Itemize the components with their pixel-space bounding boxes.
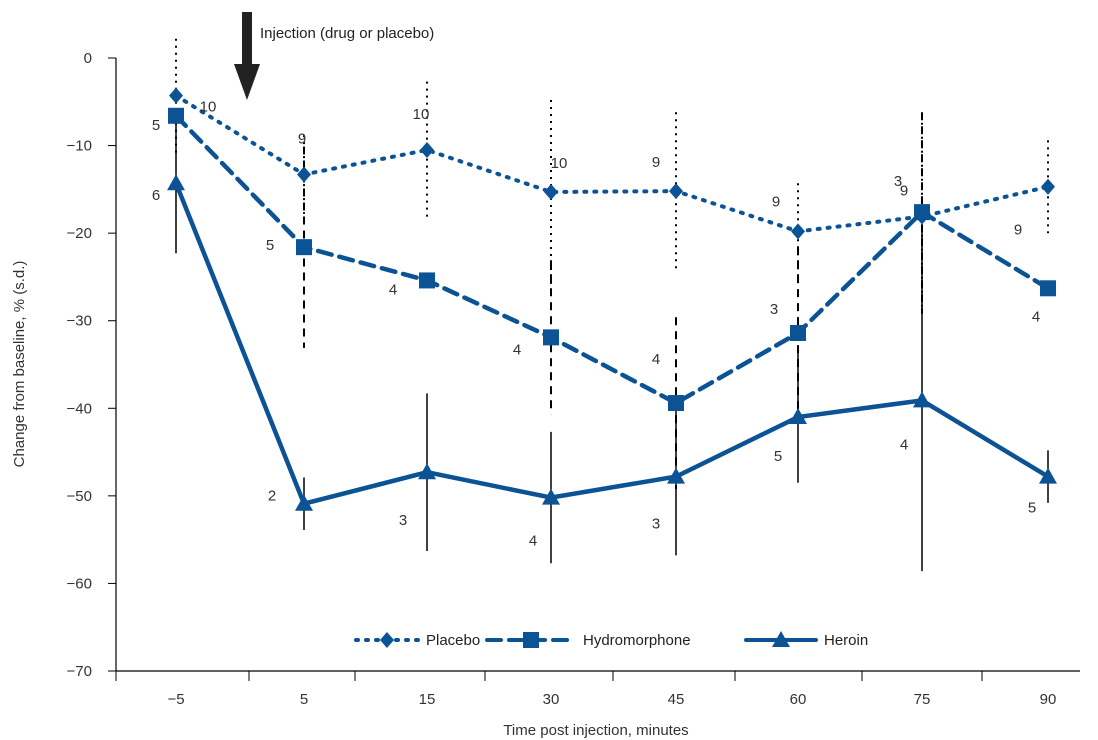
- heroin-line: [173, 180, 1051, 507]
- hydromorphone-marker: [543, 329, 559, 346]
- legend-heroin-label: Heroin: [824, 632, 868, 649]
- heroin-marker: [295, 494, 313, 511]
- placebo-n-label: 9: [298, 130, 306, 147]
- x-tick-label: 30: [543, 691, 560, 708]
- heroin-marker: [542, 488, 560, 505]
- y-tick-label: −20: [67, 225, 92, 242]
- hydromorphone-marker: [914, 204, 930, 221]
- x-axis-ticks: −5 5 15 30 45 60 75 90: [115, 671, 1057, 708]
- error-bars: [175, 38, 1049, 572]
- hydromorphone-line: [173, 113, 1051, 406]
- hydromorphone-marker: [1040, 280, 1056, 297]
- legend-placebo-marker: [380, 632, 394, 648]
- legend-hydromorphone-label: Hydromorphone: [583, 632, 691, 649]
- placebo-n-label: 10: [413, 106, 430, 123]
- hydromorphone-marker: [790, 324, 806, 341]
- placebo-marker: [791, 223, 805, 240]
- y-tick-label: −60: [67, 575, 92, 592]
- injection-annotation: Injection (drug or placebo): [234, 12, 434, 100]
- heroin-n-label: 4: [529, 533, 537, 550]
- hydromorphone-marker: [668, 395, 684, 412]
- heroin-n-label: 5: [774, 448, 782, 465]
- heroin-n-label: 3: [652, 516, 660, 533]
- y-tick-label: −40: [67, 400, 92, 417]
- hydromorphone-marker: [419, 272, 435, 289]
- legend: Placebo Hydromorphone Heroin: [354, 631, 868, 649]
- legend-hydromorphone-marker: [523, 632, 539, 648]
- hydromorphone-marker: [296, 239, 312, 256]
- placebo-line: [174, 93, 1050, 234]
- heroin-marker: [1039, 467, 1057, 484]
- placebo-marker: [1041, 178, 1055, 195]
- placebo-marker: [420, 141, 434, 158]
- series-markers: [167, 87, 1057, 511]
- x-tick-label: 5: [300, 691, 308, 708]
- y-tick-label: −10: [67, 138, 92, 155]
- heroin-marker: [418, 463, 436, 480]
- x-tick-label: 90: [1040, 691, 1057, 708]
- hydromorphone-n-label: 3: [770, 301, 778, 318]
- placebo-marker: [669, 183, 683, 200]
- heroin-marker: [667, 467, 685, 484]
- hydromorphone-n-label: 4: [652, 351, 660, 368]
- placebo-marker: [297, 166, 311, 183]
- placebo-n-label: 9: [652, 154, 660, 171]
- heroin-n-label: 2: [268, 488, 276, 505]
- hydromorphone-n-label: 4: [389, 281, 397, 298]
- sample-size-labels: 10 9 10 10 9 9 9 9 5 5 4 4 4 3 3 4 6 2 3 4 3 5 4 5: [152, 99, 1040, 550]
- y-tick-label: −70: [67, 663, 92, 680]
- x-tick-label: −5: [167, 691, 184, 708]
- heroin-marker: [789, 408, 807, 425]
- y-axis-ticks: 0 −10 −20 −30 −40 −50 −60 −70: [67, 50, 116, 680]
- placebo-marker: [169, 87, 183, 104]
- placebo-marker: [544, 183, 558, 200]
- placebo-n-label: 10: [200, 99, 217, 116]
- hydromorphone-n-label: 3: [894, 173, 902, 190]
- y-tick-label: −30: [67, 313, 92, 330]
- hydromorphone-n-label: 4: [1032, 308, 1040, 325]
- legend-placebo-label: Placebo: [426, 632, 480, 649]
- y-axis-title: Change from baseline, % (s.d.): [11, 261, 28, 468]
- x-axis-title: Time post injection, minutes: [503, 722, 688, 739]
- heroin-marker: [167, 174, 185, 191]
- x-tick-label: 15: [419, 691, 436, 708]
- heroin-n-label: 6: [152, 187, 160, 204]
- legend-heroin-marker: [772, 631, 790, 647]
- injection-annotation-text: Injection (drug or placebo): [260, 25, 434, 42]
- placebo-n-label: 9: [900, 183, 908, 200]
- hydromorphone-n-label: 4: [513, 341, 521, 358]
- heroin-n-label: 4: [900, 436, 908, 453]
- y-tick-label: 0: [84, 50, 92, 67]
- heroin-marker: [913, 391, 931, 408]
- hydromorphone-n-label: 5: [266, 237, 274, 254]
- heroin-n-label: 5: [1028, 500, 1036, 517]
- hydromorphone-marker: [168, 107, 184, 124]
- x-tick-label: 45: [668, 691, 685, 708]
- y-tick-label: −50: [67, 488, 92, 505]
- injection-arrow-shaft: [242, 12, 252, 66]
- x-tick-label: 60: [790, 691, 807, 708]
- placebo-n-label: 9: [772, 193, 780, 210]
- injection-arrowhead: [234, 64, 260, 100]
- series-lines: [173, 93, 1051, 507]
- heroin-n-label: 3: [399, 512, 407, 529]
- placebo-n-label: 10: [551, 155, 568, 172]
- placebo-n-label: 9: [1014, 222, 1022, 239]
- x-tick-label: 75: [914, 691, 931, 708]
- hydromorphone-n-label: 5: [152, 117, 160, 134]
